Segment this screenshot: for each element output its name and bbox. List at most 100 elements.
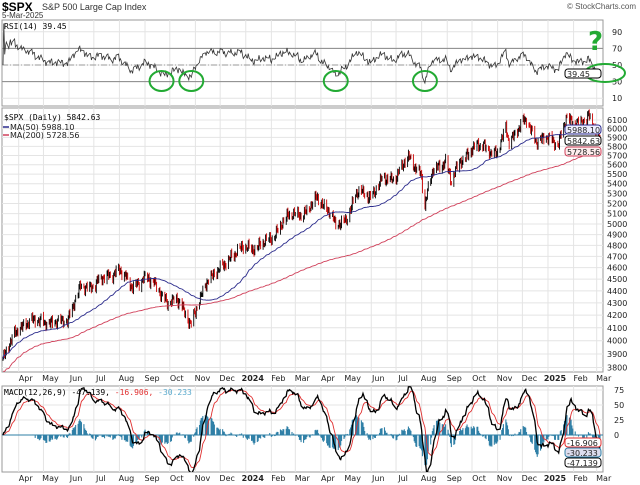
macd-line: [2, 386, 601, 472]
price-axis-label: 6000: [607, 125, 627, 134]
x-axis-label: Mar: [596, 374, 612, 383]
x-axis-label: Apr: [321, 374, 336, 383]
x-axis-label: Dec: [522, 374, 537, 383]
price-axis-label: 4200: [607, 311, 627, 320]
x-axis-label: Sep: [447, 474, 462, 483]
ma200-last-label-box: [564, 146, 602, 157]
macd-last-label-box: [564, 457, 602, 468]
chart-date: 5-Mar-2025: [2, 11, 44, 20]
macd-title: MACD(12,26,9) -47.139, -16.906, -30.233: [4, 388, 192, 397]
price-axis-label: 4700: [607, 252, 627, 261]
price-axis-label: 4300: [607, 299, 627, 308]
x-axis-label: Feb: [573, 374, 587, 383]
x-axis-label: Dec: [522, 474, 537, 483]
price-legend-title: $SPX (Daily) 5842.63: [4, 113, 101, 122]
histogram-last-label-box: [564, 447, 602, 458]
x-axis-label: Sep: [144, 374, 159, 383]
x-axis-label: Oct: [170, 474, 184, 483]
x-axis-label: Aug: [119, 374, 135, 383]
price-axis-label: 5700: [607, 151, 627, 160]
x-axis-label: May: [344, 474, 361, 483]
x-axis-label: Oct: [472, 374, 486, 383]
annotation-circle: [148, 70, 175, 92]
price-panel: [1, 107, 604, 373]
price-axis-label: 4100: [607, 324, 627, 333]
price-axis-label: 5800: [607, 142, 627, 151]
x-axis-label: Jul: [95, 474, 106, 483]
rsi-panel: [1, 19, 604, 107]
ma50-line: [2, 128, 601, 359]
x-axis-label: 2025: [544, 374, 567, 383]
x-axis-label: Feb: [271, 374, 285, 383]
x-axis-label: Oct: [170, 374, 184, 383]
x-axis-label: Jun: [69, 374, 83, 383]
x-axis-label: Jul: [397, 374, 408, 383]
x-axis-label: Dec: [219, 374, 234, 383]
signal-last-label: -16.906: [567, 439, 598, 448]
x-axis-label: Nov: [195, 474, 211, 483]
x-axis-label: Mar: [295, 374, 311, 383]
ma50-last-label: 5988.10: [567, 126, 600, 135]
x-axis-label: Apr: [19, 374, 34, 383]
price-axis-label: 4800: [607, 241, 627, 250]
x-axis-label: Aug: [421, 374, 437, 383]
x-axis-label: Apr: [19, 474, 34, 483]
x-axis-label: Aug: [119, 474, 135, 483]
ma200-last-label: 5728.56: [567, 148, 600, 157]
x-axis-label: Feb: [271, 474, 285, 483]
x-axis-label: May: [344, 374, 361, 383]
price-axis-label: 5300: [607, 190, 627, 199]
x-axis-label: Sep: [144, 474, 159, 483]
x-axis-label: Jun: [371, 474, 385, 483]
copyright: © StockCharts.com: [566, 2, 636, 11]
price-axis-label: 3900: [607, 350, 627, 359]
price-axis-label: 4900: [607, 231, 627, 240]
x-axis-label: Dec: [219, 474, 234, 483]
question-mark-annotation: ?: [588, 27, 603, 57]
macd-value: -16.906,: [115, 388, 158, 397]
close-last-label-box: [564, 135, 602, 146]
price-axis-label: 3800: [607, 364, 627, 373]
rsi-last-label: 39.45: [567, 70, 590, 79]
price-plot: [2, 109, 601, 372]
price-axis-label: 6100: [607, 116, 627, 125]
annotation-circle: [322, 70, 349, 92]
x-axis-label: 2025: [544, 474, 567, 483]
x-axis-label: May: [42, 374, 59, 383]
rsi-axis-label: 30: [612, 78, 622, 87]
price-axis-label: 5200: [607, 199, 627, 208]
ma200-line: [3, 150, 601, 372]
x-axis-label: Mar: [295, 474, 311, 483]
price-axis-label: 5400: [607, 180, 627, 189]
x-axis-label: Aug: [421, 474, 437, 483]
rsi-axis-label: 90: [612, 28, 622, 37]
price-axis-label: 4500: [607, 275, 627, 284]
price-axis-label: 5100: [607, 210, 627, 219]
symbol: $SPX: [2, 0, 33, 14]
ma50-last-label-box: [564, 124, 602, 135]
rsi-axis-label: 10: [612, 94, 622, 103]
price-axis-label: 5600: [607, 161, 627, 170]
price-axis-label: 4400: [607, 287, 627, 296]
x-axis-label: 2024: [242, 474, 265, 483]
rsi-axis-label: 70: [612, 44, 622, 53]
x-axis-label: May: [42, 474, 59, 483]
price-axis-label: 4000: [607, 337, 627, 346]
macd-axis-label: 75: [614, 386, 624, 395]
x-axis-label: Nov: [195, 374, 211, 383]
macd-plot: [2, 386, 603, 472]
rsi-last-label-box: [564, 68, 602, 79]
price-axis-label: 5900: [607, 133, 627, 142]
x-axis-label: Jul: [397, 474, 408, 483]
rsi-line: [2, 23, 601, 85]
macd-last-label: -47.139: [567, 459, 598, 468]
x-axis-label: Sep: [447, 374, 462, 383]
x-axis-label: Feb: [573, 474, 587, 483]
chart-header: $SPX S&P 500 Large Cap Index 5-Mar-2025 …: [2, 0, 638, 20]
rsi-plot: [2, 23, 601, 85]
legend-entry: MA(50) 5988.10: [10, 123, 74, 132]
price-axis-label: 5000: [607, 220, 627, 229]
x-axis-label: 2024: [242, 374, 265, 383]
x-axis-label: Jun: [371, 374, 385, 383]
